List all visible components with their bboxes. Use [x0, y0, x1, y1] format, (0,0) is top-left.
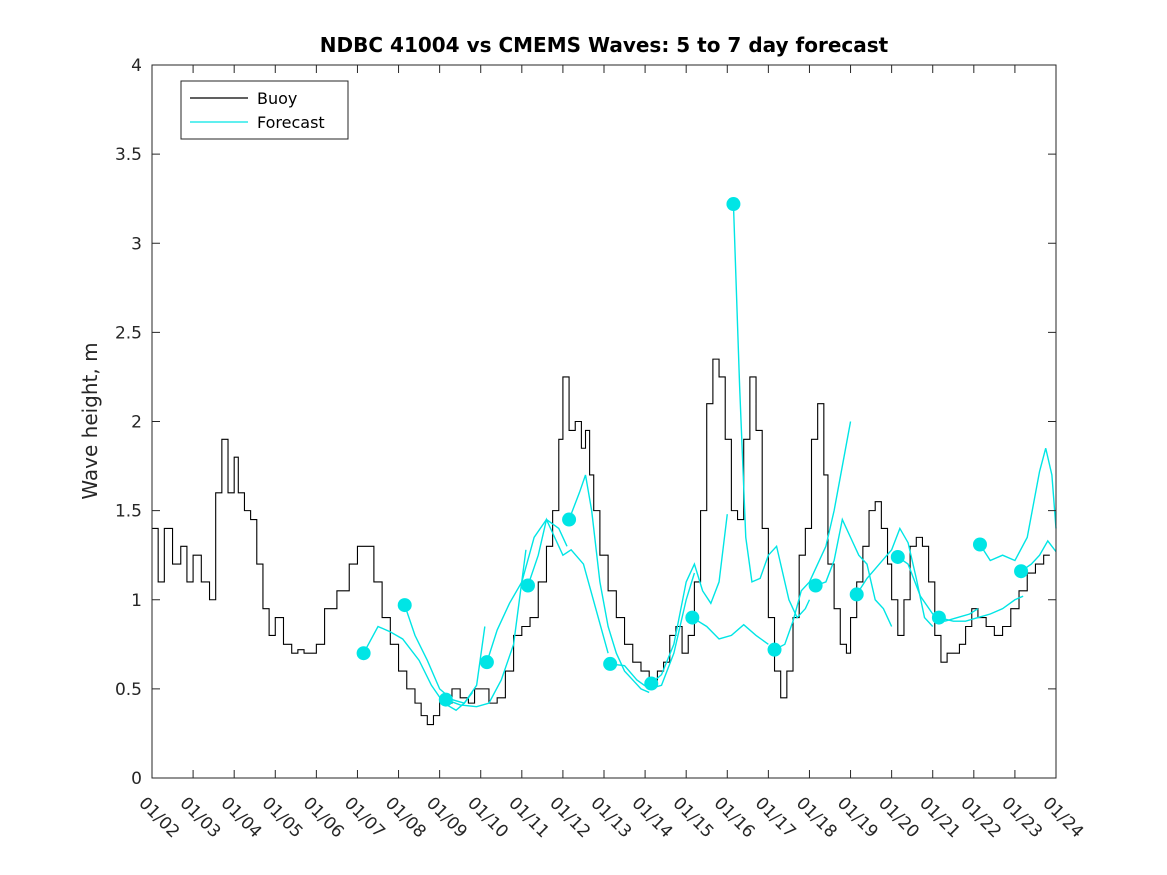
legend-label-buoy: Buoy: [257, 89, 297, 108]
y-tick-label: 1: [131, 591, 142, 611]
x-tick-label: 01/02: [134, 793, 183, 842]
forecast-segment-12: [815, 517, 893, 627]
x-tick-label: 01/06: [299, 793, 348, 842]
forecast-marker-16: [972, 537, 987, 552]
y-tick-label: 0: [131, 769, 142, 789]
y-tick-label: 1.5: [115, 502, 142, 522]
x-tick-label: 01/11: [504, 793, 553, 842]
x-tick-label: 01/09: [422, 793, 471, 842]
forecast-segment-8: [650, 514, 728, 685]
forecast-marker-12: [808, 578, 823, 593]
forecast-marker-10: [726, 197, 741, 212]
forecast-marker-4: [479, 655, 494, 670]
forecast-marker-7: [603, 656, 618, 671]
axes-box: [151, 64, 1057, 779]
forecast-segment-3: [445, 549, 527, 708]
y-axis-label: Wave height, m: [78, 342, 102, 499]
forecast-marker-11: [767, 642, 782, 657]
series-forecast: [356, 197, 1057, 712]
x-tick-label: 01/19: [833, 793, 882, 842]
forecast-segment-11: [774, 421, 852, 651]
forecast-segment-15: [938, 595, 1024, 622]
forecast-segment-1: [363, 625, 474, 712]
chart-title: NDBC 41004 vs CMEMS Waves: 5 to 7 day fo…: [320, 33, 889, 57]
legend: Buoy Forecast: [180, 80, 349, 140]
x-tick-label: 01/07: [340, 793, 389, 842]
x-tick-label: 01/12: [545, 793, 594, 842]
x-tick-label: 01/16: [710, 793, 759, 842]
x-tick-label: 01/13: [586, 793, 635, 842]
x-tick-label: 01/18: [792, 793, 841, 842]
y-tick-label: 3.5: [115, 145, 142, 165]
y-tick-label: 2.5: [115, 323, 142, 343]
x-tick-label: 01/04: [217, 793, 266, 842]
series-buoy: [152, 358, 1050, 726]
y-tick-label: 3: [131, 234, 142, 254]
forecast-marker-5: [520, 578, 535, 593]
forecast-marker-15: [931, 610, 946, 625]
forecast-segment-2: [404, 604, 486, 704]
x-tick-label: 01/08: [381, 793, 430, 842]
x-tick-label: 01/14: [628, 793, 677, 842]
x-tick-label: 01/21: [915, 793, 964, 842]
x-tick-label: 01/17: [751, 793, 800, 842]
x-tick-label: 01/24: [1038, 793, 1087, 842]
forecast-marker-9: [685, 610, 700, 625]
x-axis: 01/0201/0301/0401/0501/0601/0701/0801/09…: [134, 65, 1087, 842]
y-tick-label: 0.5: [115, 680, 142, 700]
forecast-marker-13: [849, 587, 864, 602]
legend-label-forecast: Forecast: [257, 113, 325, 132]
forecast-marker-2: [397, 598, 412, 613]
y-tick-label: 4: [131, 56, 142, 76]
forecast-marker-8: [644, 676, 659, 691]
forecast-marker-14: [890, 549, 905, 564]
forecast-segment-17: [1020, 539, 1057, 572]
forecast-segment-16: [979, 448, 1057, 562]
forecast-marker-17: [1014, 564, 1029, 579]
x-tick-label: 01/03: [176, 793, 225, 842]
forecast-segment-10: [732, 204, 811, 619]
x-tick-label: 01/05: [258, 793, 307, 842]
forecast-segment-13: [856, 526, 934, 627]
x-tick-label: 01/23: [997, 793, 1046, 842]
x-tick-label: 01/10: [463, 793, 512, 842]
legend-box: [180, 80, 349, 140]
y-axis: 0 0.5 1 1.5 2 2.5 3 3.5 4: [115, 56, 1056, 789]
y-tick-label: 2: [131, 413, 142, 433]
x-tick-label: 01/15: [669, 793, 718, 842]
forecast-marker-3: [438, 692, 453, 707]
x-tick-label: 01/22: [956, 793, 1005, 842]
forecast-marker-6: [562, 512, 577, 527]
x-tick-label: 01/20: [874, 793, 923, 842]
forecast-segment-4: [486, 518, 568, 663]
buoy-line: [152, 358, 1050, 726]
forecast-marker-1: [356, 646, 371, 661]
forecast-segment-9: [691, 616, 769, 645]
forecast-segment-6: [568, 474, 650, 694]
forecast-segment-5: [527, 517, 609, 654]
